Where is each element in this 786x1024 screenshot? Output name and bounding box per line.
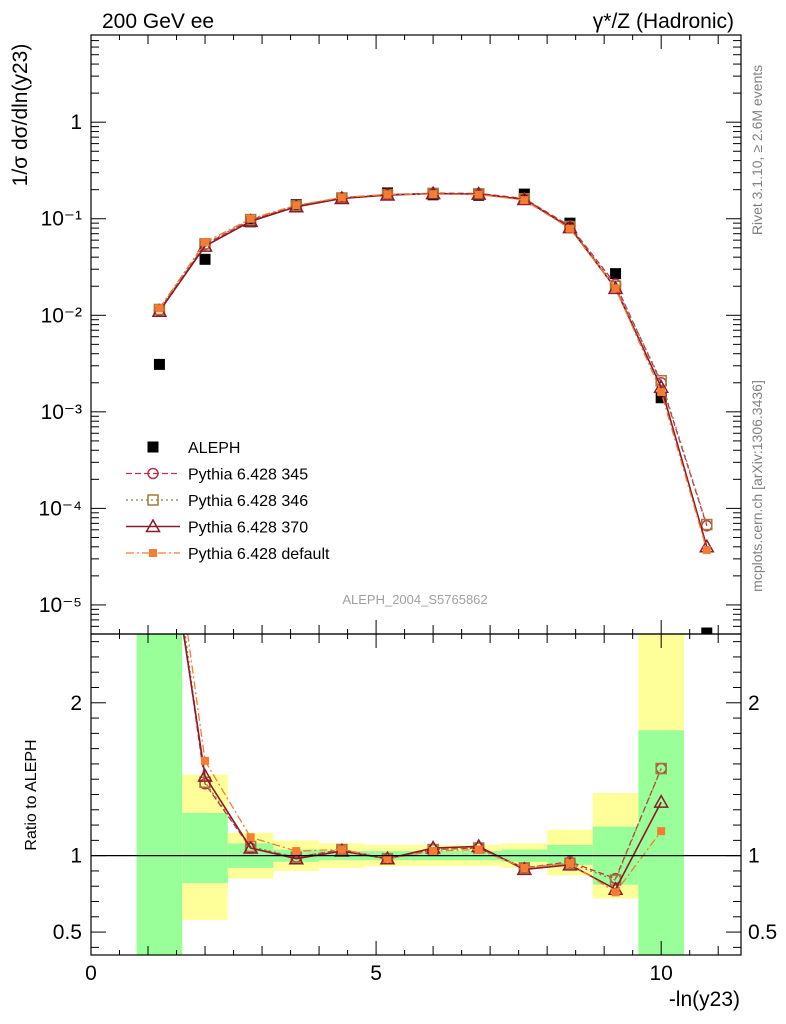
ratio-y-axis-label: Ratio to ALEPH (23, 739, 40, 850)
ratio-y-tick-label-right: 0.5 (748, 921, 777, 944)
data-point-aleph (153, 358, 165, 370)
ratio-point-pdefault (474, 845, 483, 854)
ratio-point-pdefault (565, 859, 574, 868)
data-point-pdefault (429, 190, 438, 199)
main-y-axis-label: 1/σ dσ/dln(y23) (9, 44, 32, 187)
legend-marker (149, 549, 157, 557)
data-point-aleph (564, 217, 576, 229)
data-point-pdefault (565, 224, 574, 233)
data-point-p346 (701, 518, 713, 531)
ratio-line-p370 (182, 634, 662, 891)
legend: ALEPH Pythia 6.428 345 Pythia 6.428 346 Pyt… (126, 440, 330, 563)
ratio-band-inner (638, 730, 684, 955)
y-tick-label: 10⁻¹ (41, 208, 82, 231)
ratio-band-inner (547, 844, 593, 865)
y-tick-label: 10⁻⁴ (39, 497, 82, 520)
data-point-pdefault (155, 304, 164, 313)
data-point-pdefault (474, 190, 483, 199)
main-panel-frame (90, 34, 742, 635)
ratio-point-p370 (653, 794, 669, 808)
legend-label: ALEPH (188, 440, 240, 457)
legend-label: Pythia 6.428 346 (188, 493, 308, 510)
legend-label: Pythia 6.428 default (188, 546, 330, 563)
axis-ticks: 0 5 10 10⁻⁵ 10⁻⁴ 10⁻³ 10⁻² 10⁻¹ 1 0.5 0.5 1 1 2 2 (39, 34, 777, 985)
ratio-point-pdefault (657, 827, 666, 836)
header-right-title: γ*/Z (Hadronic) (593, 10, 734, 33)
legend-label: Pythia 6.428 345 (188, 467, 308, 484)
ratio-point-pdefault (520, 863, 529, 872)
ratio-point-pdefault (429, 847, 438, 856)
legend-marker (147, 441, 159, 453)
ratio-point-p346 (655, 762, 667, 775)
series-aleph (153, 187, 713, 634)
ratio-point-pdefault (383, 854, 392, 863)
x-axis-label: -ln(y23) (669, 988, 740, 1011)
data-point-pdefault (657, 388, 666, 397)
ratio-point-p370 (288, 850, 305, 865)
ratio-panel-series (182, 634, 669, 897)
ratio-line-p346 (184, 634, 662, 881)
ratio-y-tick-label: 0.5 (53, 921, 82, 944)
data-point-aleph (610, 268, 622, 280)
ratio-point-pdefault (292, 847, 301, 856)
data-point-pdefault (292, 201, 301, 210)
ratio-point-pdefault (246, 833, 255, 842)
y-tick-label: 10⁻³ (41, 401, 82, 424)
legend-entry-pdefault: Pythia 6.428 default (126, 546, 330, 563)
main-panel-series (151, 185, 715, 634)
ratio-y-tick-label-right: 1 (748, 845, 760, 868)
y-tick-label: 1 (70, 111, 82, 134)
analysis-id-label: ALEPH_2004_S5765862 (342, 592, 487, 607)
legend-entry-aleph: ALEPH (147, 440, 240, 457)
data-point-pdefault (337, 193, 346, 202)
ratio-point-p370 (197, 768, 213, 782)
ratio-series-pdefault (187, 634, 666, 897)
ratio-y-tick-label-right: 2 (748, 692, 760, 715)
ratio-uncertainty-bands (136, 634, 684, 955)
ratio-line-pdefault (187, 634, 662, 894)
legend-entry-p346: Pythia 6.428 346 (126, 493, 308, 510)
ratio-point-p370 (242, 839, 259, 854)
x-tick-label: 10 (649, 962, 672, 985)
data-point-pdefault (702, 546, 711, 555)
x-tick-label: 0 (85, 962, 97, 985)
y-tick-label: 10⁻² (41, 304, 82, 327)
series-pdefault (155, 190, 711, 555)
mcplots-label: mcplots.cern.ch [arXiv:1306.3436] (749, 380, 765, 592)
data-point-pdefault (246, 214, 255, 223)
ratio-point-pdefault (337, 845, 346, 854)
ratio-y-tick-label: 2 (70, 692, 82, 715)
legend-marker (145, 518, 161, 533)
legend-marker (147, 494, 159, 506)
ratio-y-tick-label: 1 (70, 845, 82, 868)
data-point-aleph (655, 392, 667, 404)
ratio-band-inner (182, 812, 228, 884)
data-point-pdefault (383, 190, 392, 199)
ratio-point-pdefault (611, 888, 620, 897)
data-point-pdefault (520, 196, 529, 205)
data-point-pdefault (201, 238, 210, 247)
header-left-title: 200 GeV ee (102, 10, 214, 33)
ratio-band-inner (136, 634, 183, 955)
y-tick-label: 10⁻⁵ (39, 594, 82, 617)
legend-marker (147, 467, 159, 480)
data-point-pdefault (611, 284, 620, 293)
x-tick-label: 5 (370, 962, 382, 985)
rivet-version-label: Rivet 3.1.10, ≥ 2.6M events (749, 65, 765, 235)
legend-entry-p370: Pythia 6.428 370 (126, 518, 308, 537)
legend-entry-p345: Pythia 6.428 345 (126, 467, 308, 484)
ratio-point-pdefault (201, 756, 210, 765)
data-point-aleph (701, 627, 713, 634)
legend-label: Pythia 6.428 370 (188, 520, 308, 537)
data-point-aleph (199, 253, 211, 265)
